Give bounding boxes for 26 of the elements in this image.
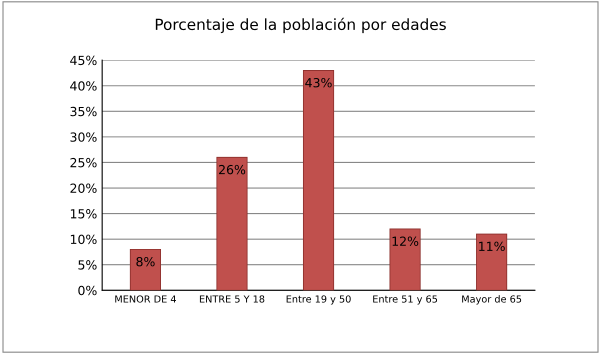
chart-title: Porcentaje de la población por edades (156, 18, 446, 34)
bar (130, 248, 162, 290)
y-tick-label: 20% (70, 183, 97, 193)
y-tick-label: 35% (70, 106, 97, 116)
y-tick-label: 0% (78, 286, 97, 296)
x-tick-label: MENOR DE 4 (115, 295, 176, 303)
y-tick-label: 40% (70, 81, 97, 91)
y-tick-label: 25% (70, 158, 97, 168)
y-tick-label: 15% (70, 209, 97, 219)
x-tick-label: Mayor de 65 (462, 295, 522, 305)
x-tick-label: Entre 51 y 65 (373, 295, 438, 305)
data-label: 8% (136, 256, 155, 266)
bar (476, 234, 508, 290)
y-tick-label: 30% (70, 132, 97, 142)
data-label: 43% (305, 78, 332, 88)
data-label: 26% (219, 164, 246, 174)
data-label: 12% (392, 236, 418, 246)
bar (216, 156, 248, 290)
x-tick-label: Entre 19 y 50 (286, 295, 351, 305)
y-tick-label: 10% (70, 234, 97, 244)
data-label: 11% (479, 242, 505, 252)
bar (390, 228, 421, 290)
x-tick-label: ENTRE 5 Y 18 (200, 295, 264, 303)
bar (302, 70, 334, 290)
y-tick-label: 5% (78, 260, 97, 270)
y-tick-label: 45% (70, 56, 97, 66)
